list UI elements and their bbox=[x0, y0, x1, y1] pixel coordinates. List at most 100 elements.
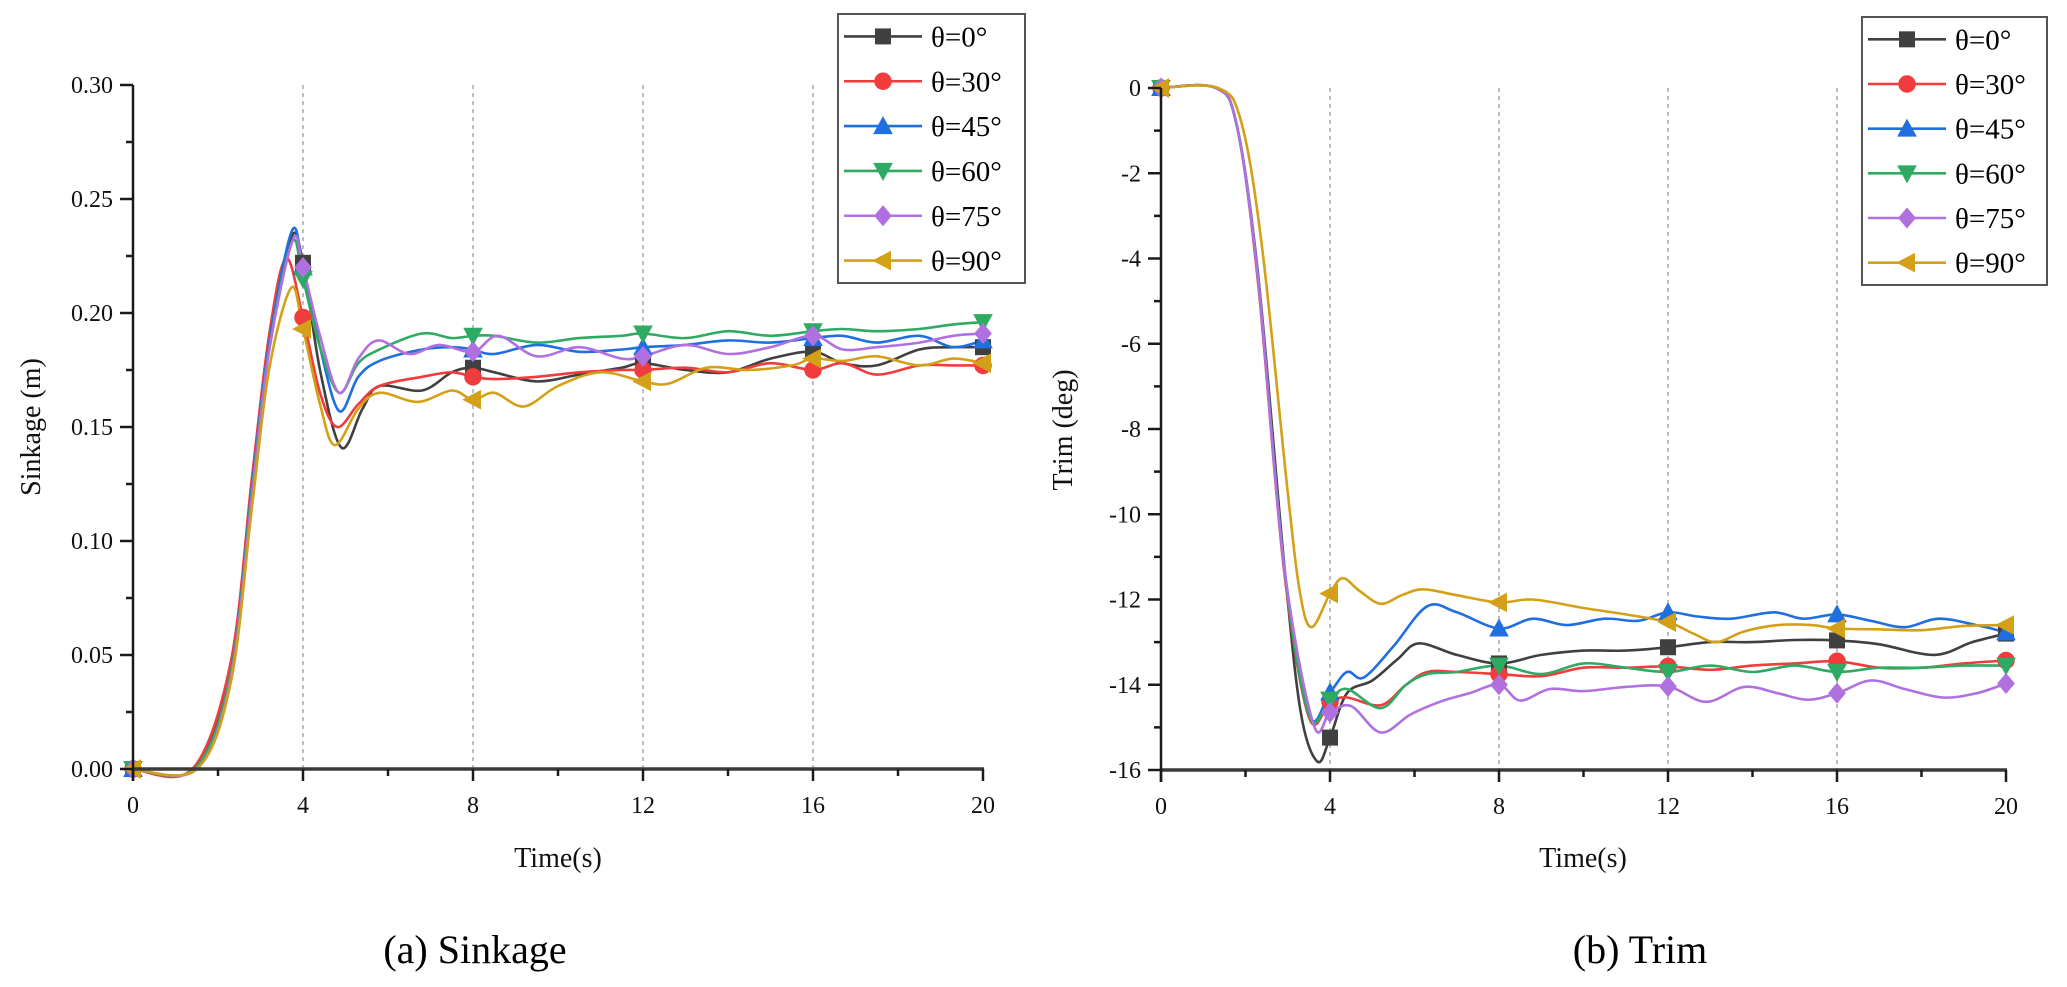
y-tick-label: 0.05 bbox=[71, 643, 113, 669]
caption-trim: (b) Trim bbox=[1573, 927, 1708, 972]
x-tick-label: 16 bbox=[1825, 794, 1849, 820]
marker-triangle-up bbox=[1489, 618, 1509, 637]
x-tick-label: 4 bbox=[1324, 794, 1336, 820]
marker-diamond bbox=[1321, 701, 1339, 723]
y-axis-title: Trim (deg) bbox=[1048, 369, 1079, 490]
legend-item: θ=90° bbox=[1868, 248, 2026, 280]
marker-triangle-down bbox=[973, 314, 993, 333]
legend-label: θ=60° bbox=[931, 156, 1002, 188]
grid-lines bbox=[302, 85, 814, 769]
legend-marker-square bbox=[1899, 31, 1915, 48]
y-tick-labels: 0 -2 -4 -6 -8 -10 -12 -14 -16 bbox=[1109, 76, 1141, 784]
y-tick-label: 0.25 bbox=[71, 187, 113, 213]
series-line-5 bbox=[1160, 84, 2007, 644]
marker-diamond bbox=[634, 345, 652, 367]
marker-triangle-left bbox=[462, 389, 481, 410]
legend-marker-triangle-up bbox=[873, 116, 893, 135]
series-lines bbox=[132, 226, 984, 779]
y-tick-label: 0 bbox=[1129, 76, 1141, 102]
marker-triangle-left bbox=[802, 348, 821, 369]
legend-marker-triangle-left bbox=[1896, 252, 1915, 273]
marker-triangle-left bbox=[1657, 612, 1676, 632]
legend-label: θ=0° bbox=[1955, 24, 2011, 56]
y-tick-label: -4 bbox=[1121, 247, 1141, 273]
series-markers bbox=[122, 254, 993, 780]
marker-diamond bbox=[1828, 682, 1846, 704]
marker-triangle-up bbox=[1827, 604, 1847, 623]
axes bbox=[1148, 86, 2008, 782]
series-line-2 bbox=[132, 226, 984, 778]
marker-triangle-left bbox=[1488, 592, 1507, 613]
legend-marker-circle bbox=[1898, 75, 1916, 93]
legend-marker-triangle-left bbox=[872, 250, 891, 271]
marker-triangle-left bbox=[1319, 583, 1338, 604]
marker-triangle-left bbox=[972, 353, 991, 373]
legend-item: θ=75° bbox=[844, 201, 1002, 233]
series-line-1 bbox=[132, 256, 983, 779]
x-axis-title: Time(s) bbox=[1539, 843, 1627, 874]
y-tick-label: -12 bbox=[1109, 588, 1141, 614]
marker-triangle-left bbox=[632, 371, 651, 392]
marker-circle bbox=[464, 368, 482, 386]
x-tick-label: 12 bbox=[1656, 794, 1680, 820]
marker-square bbox=[1660, 639, 1676, 656]
legend-marker-circle bbox=[874, 72, 892, 90]
marker-triangle-down bbox=[1827, 663, 1847, 683]
series-line-3 bbox=[132, 238, 984, 778]
marker-triangle-down bbox=[463, 327, 483, 346]
legend-marker-diamond bbox=[874, 205, 892, 227]
marker-triangle-down bbox=[633, 325, 653, 344]
marker-triangle-down bbox=[1320, 691, 1340, 710]
legend-marker-square bbox=[875, 28, 891, 45]
legend-label: θ=75° bbox=[1955, 203, 2026, 235]
caption-sinkage: (a) Sinkage bbox=[383, 927, 566, 972]
legend-label: θ=45° bbox=[931, 111, 1002, 143]
marker-triangle-down bbox=[1489, 657, 1509, 676]
legend-marker-triangle-down bbox=[1897, 165, 1917, 184]
marker-triangle-down bbox=[1658, 663, 1678, 683]
legend-item: θ=0° bbox=[844, 21, 987, 53]
y-axis-title: Sinkage (m) bbox=[16, 358, 47, 496]
legend-item: θ=0° bbox=[1868, 24, 2011, 56]
sinkage-chart: 0 4 8 12 16 20 0.00 0.05 0.10 0.15 0.20 0.25 0.30 T… bbox=[16, 13, 1026, 972]
legend-marker-triangle-down bbox=[873, 162, 893, 181]
y-tick-labels: 0.00 0.05 0.10 0.15 0.20 0.25 0.30 bbox=[71, 73, 113, 783]
axes bbox=[120, 83, 985, 781]
marker-square bbox=[1322, 729, 1338, 746]
x-tick-label: 4 bbox=[297, 793, 309, 819]
legend-item: θ=45° bbox=[1868, 114, 2026, 146]
marker-diamond bbox=[464, 341, 482, 363]
marker-triangle-left bbox=[1826, 618, 1845, 639]
y-tick-label: -16 bbox=[1109, 758, 1141, 784]
legend-label: θ=90° bbox=[1955, 248, 2026, 280]
marker-triangle-left bbox=[292, 319, 311, 339]
legend-item: θ=30° bbox=[844, 66, 1002, 98]
y-tick-label: 0.10 bbox=[71, 529, 113, 555]
y-tick-label: -14 bbox=[1109, 673, 1141, 699]
x-tick-label: 20 bbox=[1994, 794, 2018, 820]
trim-chart: 0 4 8 12 16 20 0-2-4-6-8-10-12-14-16 Time(s) … bbox=[1048, 16, 2048, 972]
marker-diamond bbox=[1997, 672, 2015, 694]
marker-triangle-down bbox=[1996, 657, 2016, 676]
legend-box bbox=[837, 13, 1026, 284]
x-tick-label: 12 bbox=[631, 793, 655, 819]
legend-label: θ=75° bbox=[931, 201, 1002, 233]
legend-label: θ=30° bbox=[931, 66, 1002, 98]
legend-item: θ=90° bbox=[844, 246, 1002, 278]
y-tick-label: 0.20 bbox=[71, 301, 113, 327]
series-markers bbox=[1150, 77, 2016, 746]
legend-label: θ=60° bbox=[1955, 158, 2026, 190]
legend-label: θ=30° bbox=[1955, 69, 2026, 101]
legend: θ=0° θ=30° θ=45° θ=60° θ=75° θ=90° bbox=[1861, 16, 2048, 286]
marker-triangle-left bbox=[1995, 615, 2014, 635]
legend-item: θ=60° bbox=[844, 156, 1002, 188]
x-tick-label: 8 bbox=[1493, 794, 1505, 820]
x-tick-label: 0 bbox=[127, 793, 139, 819]
x-tick-label: 8 bbox=[467, 793, 479, 819]
legend-item: θ=60° bbox=[1868, 158, 2026, 190]
series-line-0 bbox=[132, 231, 984, 778]
y-tick-label: -10 bbox=[1109, 502, 1141, 528]
series-line-5 bbox=[132, 285, 984, 777]
x-axis-title: Time(s) bbox=[514, 843, 602, 874]
legend-item: θ=75° bbox=[1868, 203, 2026, 235]
